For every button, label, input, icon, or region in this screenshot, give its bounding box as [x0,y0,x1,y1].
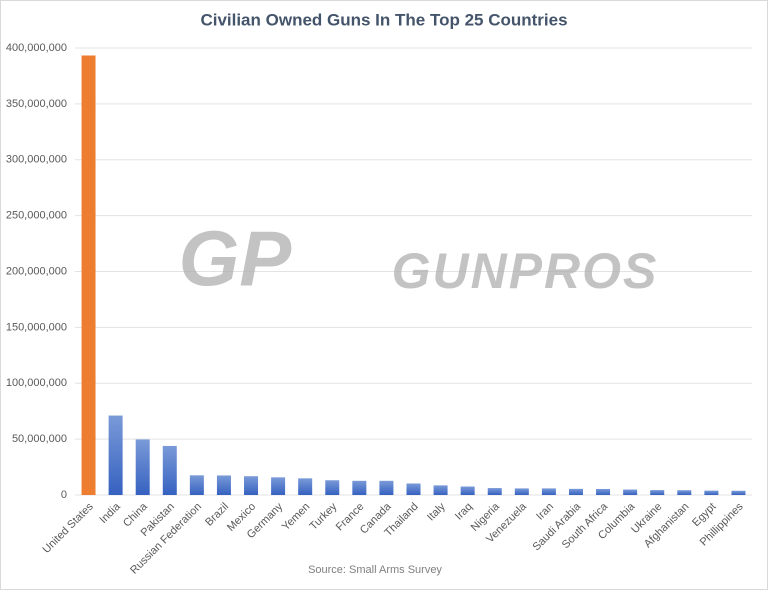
watermark: GUNPROS [392,243,659,299]
bar [162,445,177,495]
bar [325,480,340,495]
bar [244,476,259,495]
bar [704,490,719,495]
bar [271,477,286,495]
y-tick-label: 200,000,000 [6,265,67,277]
bar [596,488,611,495]
bar [189,475,204,495]
y-tick-label: 250,000,000 [6,210,67,222]
bar [514,488,529,495]
y-tick-label: 300,000,000 [6,154,67,166]
y-tick-label: 50,000,000 [12,433,67,445]
bar [731,490,746,495]
bar [216,475,231,495]
bar [623,489,638,495]
y-tick-label: 150,000,000 [6,321,67,333]
bar [677,490,692,495]
bar [650,490,665,495]
bar [298,478,313,495]
y-tick-label: 350,000,000 [6,98,67,110]
bar [81,55,96,496]
y-tick-label: 400,000,000 [6,42,67,54]
chart-title: Civilian Owned Guns In The Top 25 Countr… [200,10,567,29]
bar [541,488,556,495]
y-tick-label: 0 [61,489,67,501]
bar [135,439,150,495]
bar [352,480,367,495]
source-note: Source: Small Arms Survey [308,564,442,576]
bar [568,488,583,495]
bar [406,483,421,495]
bar [460,486,475,495]
bar [108,415,123,495]
bar [379,480,394,495]
y-tick-label: 100,000,000 [6,377,67,389]
bar [433,485,448,495]
watermark-logo: GP [179,215,293,303]
bar [487,488,502,495]
